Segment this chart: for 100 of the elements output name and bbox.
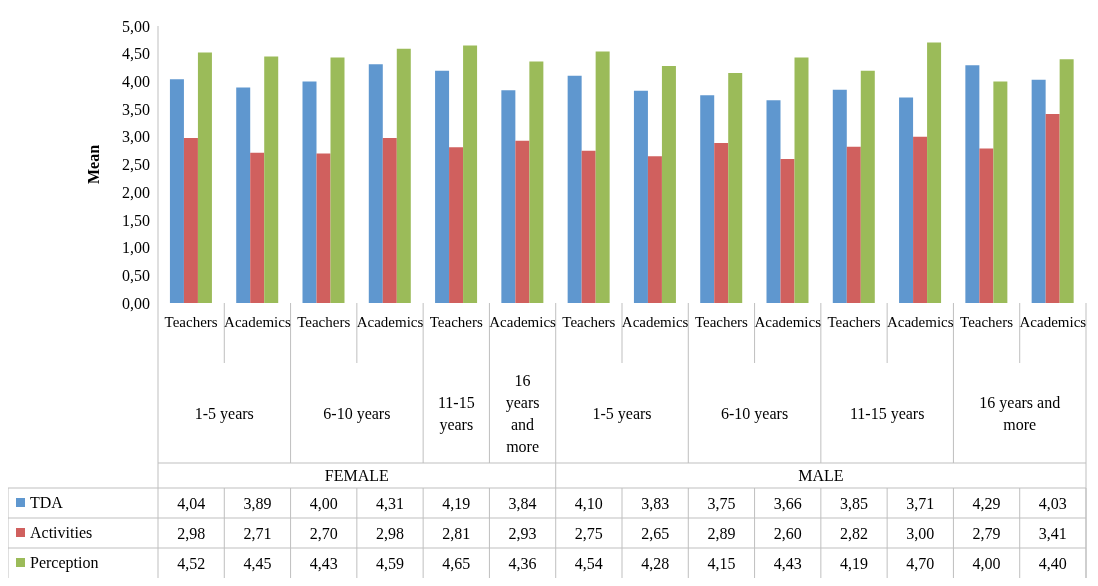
text: 16 years and more [505, 372, 540, 455]
data-label: 2,79 [972, 525, 1001, 542]
bar [316, 153, 331, 303]
data-label: 4,03 [1038, 495, 1067, 512]
data-label: 4,00 [972, 555, 1001, 572]
data-label: 2,98 [177, 525, 206, 542]
y-tick-label: 2,50 [122, 156, 150, 174]
legend-label: TDA [30, 494, 64, 511]
bar [647, 156, 662, 303]
y-tick-label: 5,00 [122, 17, 150, 35]
x-tick-label: Academics [224, 314, 291, 330]
x-tick-label: Academics [356, 314, 424, 330]
data-label: 3,83 [641, 495, 670, 512]
bar [927, 42, 942, 303]
data-label: 3,75 [707, 495, 736, 512]
data-label: 4,65 [442, 555, 471, 572]
x-tick-label: Teachers [694, 314, 749, 330]
bar [1031, 79, 1046, 303]
bar [197, 52, 212, 303]
bar [449, 147, 464, 303]
bar [330, 57, 345, 303]
bar [169, 79, 184, 303]
y-tick-label: 4,00 [122, 73, 150, 91]
bar [567, 75, 582, 303]
bar [832, 89, 847, 303]
bar [714, 142, 729, 303]
bar [899, 97, 914, 303]
text: FEMALE [324, 467, 389, 484]
bar [236, 87, 251, 303]
bar [794, 57, 809, 303]
bar [515, 140, 530, 303]
y-tick-label: 4,50 [122, 45, 150, 63]
y-tick-label: 1,50 [122, 211, 150, 229]
text: 1-5 years [194, 405, 254, 423]
x-tick-label: Academics [754, 314, 822, 330]
bar [368, 64, 383, 303]
bar [1045, 114, 1060, 303]
bar [913, 136, 928, 303]
bar [766, 100, 781, 303]
x-tick-label: Teachers [297, 314, 351, 330]
bar [264, 56, 279, 303]
text: MALE [798, 467, 844, 484]
x-tick-label: Academics [1019, 314, 1087, 330]
data-label: 2,75 [574, 525, 603, 542]
y-tick-label: 2,00 [122, 183, 150, 201]
bar [979, 148, 994, 303]
x-tick-label: Teachers [429, 314, 483, 330]
legend-label: Perception [30, 554, 99, 572]
data-label: 4,43 [773, 555, 802, 572]
bar [860, 70, 875, 303]
data-label: 4,52 [177, 555, 206, 572]
text: 6-10 years [721, 405, 789, 423]
data-label: 4,15 [707, 555, 736, 572]
data-label: 2,82 [840, 525, 868, 542]
data-label: 4,04 [177, 495, 206, 512]
data-label: 2,65 [641, 525, 670, 542]
y-tick-label: 1,00 [122, 239, 150, 257]
bar [183, 137, 198, 303]
y-tick-label: 0,00 [122, 294, 150, 312]
bar [780, 158, 795, 303]
data-label: 2,89 [707, 525, 736, 542]
data-label: 4,36 [508, 555, 537, 572]
x-tick-label: Academics [621, 314, 689, 330]
data-label: 4,45 [243, 555, 272, 572]
bar [633, 90, 648, 303]
data-label: 2,81 [442, 525, 471, 542]
data-label: 2,93 [508, 525, 537, 542]
bar [846, 146, 861, 303]
bar [993, 81, 1008, 303]
data-label: 4,10 [574, 495, 603, 512]
data-label: 2,71 [243, 525, 272, 542]
bar [1059, 59, 1074, 303]
data-label: 2,70 [309, 525, 338, 542]
bar [700, 95, 715, 303]
data-label: 4,54 [574, 555, 603, 572]
data-label: 2,98 [376, 525, 404, 542]
text: 11-15 years [849, 405, 925, 423]
x-tick-label: Teachers [164, 314, 218, 330]
x-tick-label: Teachers [562, 314, 616, 330]
bar [396, 48, 411, 303]
data-label: 2,60 [773, 525, 802, 542]
data-label: 4,43 [309, 555, 338, 572]
bar [728, 73, 743, 303]
bar [529, 61, 544, 303]
data-label: 4,00 [309, 495, 338, 512]
data-label: 4,19 [442, 495, 471, 512]
legend-label: Activities [30, 524, 93, 541]
data-label: 4,59 [376, 555, 404, 572]
data-label: 4,70 [906, 555, 935, 572]
text: 16 years and more [979, 394, 1061, 433]
data-label: 3,85 [840, 495, 868, 512]
bar [501, 90, 516, 303]
y-axis-title: Mean [84, 144, 102, 185]
data-label: 3,89 [243, 495, 272, 512]
text: 11-15 years [437, 394, 475, 434]
text: 6-10 years [323, 405, 391, 423]
data-label: 3,00 [906, 525, 935, 542]
bar [302, 81, 317, 303]
x-tick-label: Academics [886, 314, 954, 330]
bar [595, 51, 610, 303]
